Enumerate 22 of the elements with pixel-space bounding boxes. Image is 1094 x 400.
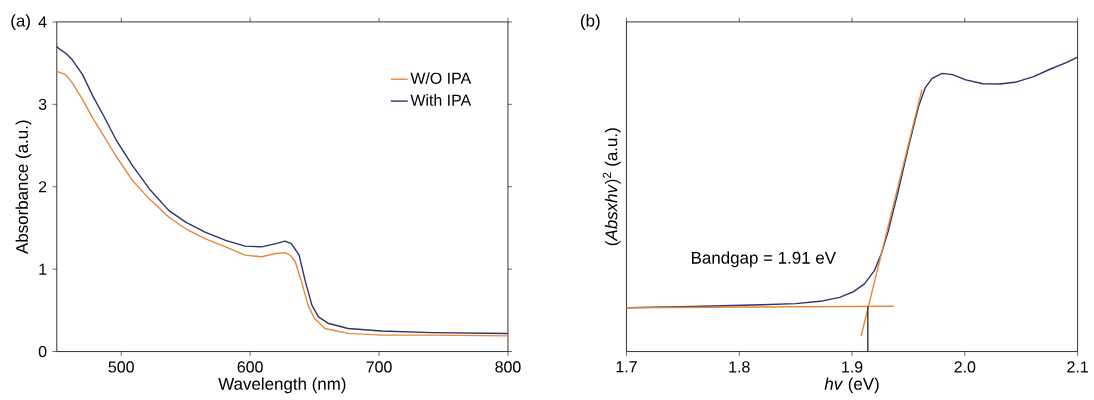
legend-label: With IPA <box>410 93 472 106</box>
x-tick-label: 2.1 <box>1067 361 1088 373</box>
y-tick-label: 0 <box>38 345 47 358</box>
text: (b) <box>581 14 600 30</box>
x-tick-label: 1.7 <box>616 361 637 373</box>
x-tick-label: 1.9 <box>842 361 863 373</box>
y-tick-label: 2 <box>38 181 47 193</box>
x-tick-label: 800 <box>495 361 521 373</box>
x-tick-label: 2.0 <box>954 361 976 373</box>
y-tick-label: 1 <box>39 263 47 275</box>
x-tick-label: 500 <box>108 361 134 373</box>
text: (a) <box>11 14 30 30</box>
y-tick-label: 3 <box>38 98 47 110</box>
x-axis-title: Wavelength (nm) <box>218 377 346 394</box>
x-axis-title: hv (eV) <box>824 377 879 394</box>
y-axis-title: Absorbance (a.u.) <box>15 120 32 254</box>
y-tick-label: 4 <box>38 16 47 28</box>
annotation: Bandgap = 1.91 eV <box>692 251 836 267</box>
x-tick-label: 600 <box>237 361 263 373</box>
x-tick-label: 700 <box>366 361 392 373</box>
legend-label: W/O IPA <box>410 72 472 84</box>
x-tick-label: 1.8 <box>729 361 750 373</box>
